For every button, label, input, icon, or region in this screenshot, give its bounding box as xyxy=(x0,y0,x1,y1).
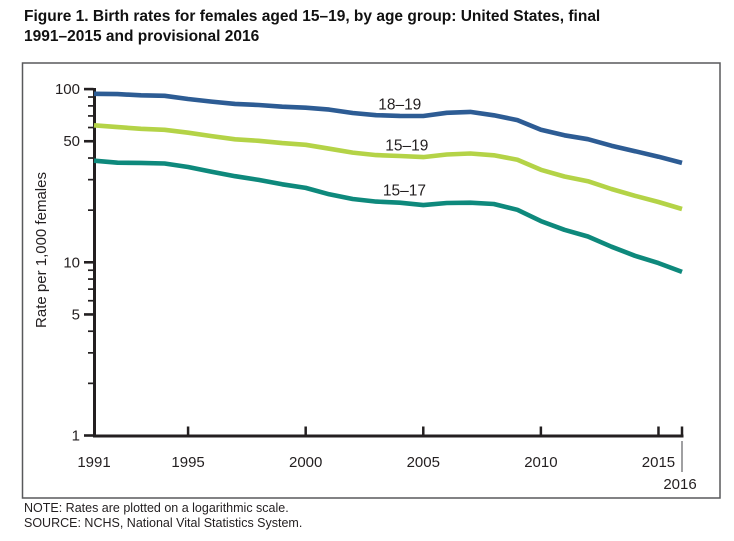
series-line-15-17 xyxy=(93,158,683,275)
chart-notes: NOTE: Rates are plotted on a logarithmic… xyxy=(24,501,302,531)
note-source: SOURCE: NCHS, National Vital Statistics … xyxy=(24,516,303,530)
figure-title: Figure 1. Birth rates for females aged 1… xyxy=(24,7,724,47)
series-line-15-19 xyxy=(93,123,683,212)
y-axis-title: Rate per 1,000 females xyxy=(33,172,50,328)
y-tick-label: 5 xyxy=(72,306,80,323)
series-label: 15–19 xyxy=(385,138,428,155)
series-label: 18–19 xyxy=(378,97,421,114)
series-line-18-19 xyxy=(93,91,683,166)
x-tick-label: 2015 xyxy=(642,454,675,471)
figure-title-line1: Figure 1. Birth rates for females aged 1… xyxy=(24,8,601,25)
y-tick-label: 1 xyxy=(72,428,80,445)
x-tick-label: 1991 xyxy=(77,454,110,471)
series-label: 15–17 xyxy=(383,182,426,199)
x-tick-label: 2000 xyxy=(289,454,322,471)
x-tick-label-2016: 2016 xyxy=(663,476,696,493)
chart-border-box xyxy=(21,62,721,499)
figure-title-line2: 1991–2015 and provisional 2016 xyxy=(24,28,260,45)
y-tick-label: 50 xyxy=(63,133,80,150)
x-tick-label: 2005 xyxy=(407,454,440,471)
y-tick-label: 100 xyxy=(55,81,80,98)
x-tick-label: 2010 xyxy=(524,454,557,471)
x-tick-label: 1995 xyxy=(171,454,204,471)
y-tick-label: 10 xyxy=(63,254,80,271)
note-logscale: NOTE: Rates are plotted on a logarithmic… xyxy=(24,501,289,515)
